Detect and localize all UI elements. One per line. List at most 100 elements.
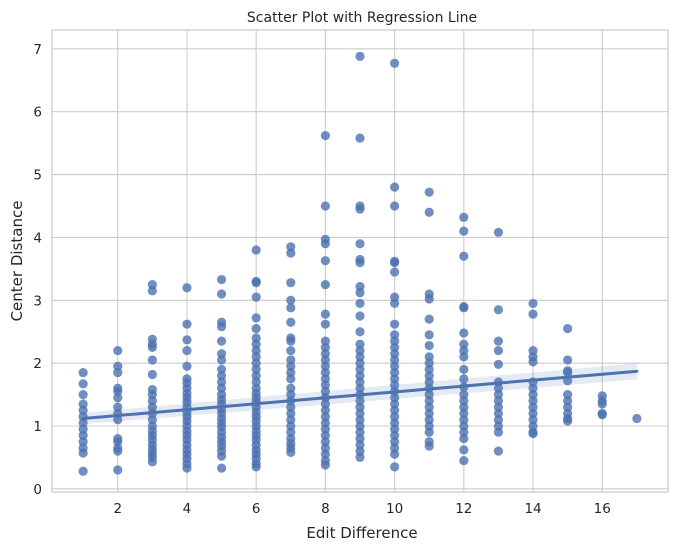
data-point: [563, 367, 573, 378]
data-point: [355, 440, 365, 450]
data-point: [251, 278, 261, 288]
data-point: [216, 274, 227, 285]
data-point: [113, 446, 123, 456]
data-point: [147, 279, 157, 290]
data-point: [528, 396, 538, 406]
data-point: [493, 227, 504, 237]
data-point: [355, 446, 365, 456]
data-point: [320, 319, 330, 329]
data-point: [78, 379, 88, 389]
data-point: [320, 279, 330, 290]
data-point: [528, 309, 538, 319]
data-point: [528, 357, 538, 367]
y-tick-label: 7: [33, 42, 42, 58]
data-point: [320, 131, 330, 141]
data-point: [286, 447, 296, 457]
data-point: [286, 389, 296, 400]
data-point: [459, 421, 469, 431]
data-point: [251, 333, 261, 343]
data-point: [320, 405, 330, 415]
data-point: [251, 245, 261, 255]
data-point: [147, 342, 157, 353]
data-point: [597, 399, 607, 409]
data-point: [390, 411, 400, 422]
data-point: [493, 427, 504, 437]
y-tick-label: 2: [33, 356, 42, 372]
data-point: [251, 371, 261, 381]
data-point: [320, 399, 330, 409]
y-tick-label: 6: [33, 105, 42, 121]
data-point: [216, 289, 227, 299]
data-point: [563, 355, 573, 365]
data-point: [424, 330, 434, 340]
data-point: [355, 257, 365, 268]
data-point: [147, 369, 157, 380]
data-point: [113, 345, 123, 356]
data-point: [459, 445, 469, 455]
data-point: [286, 278, 296, 288]
data-point: [459, 455, 469, 466]
data-point: [251, 364, 261, 375]
data-point: [320, 460, 330, 470]
x-tick-label: 16: [594, 501, 611, 517]
data-point: [459, 226, 469, 236]
data-point: [390, 374, 400, 384]
data-point: [493, 336, 504, 346]
data-point: [355, 427, 365, 437]
x-tick-label: 12: [455, 501, 472, 517]
data-point: [493, 446, 504, 456]
data-point: [320, 361, 330, 371]
data-point: [390, 462, 400, 472]
data-point: [355, 288, 365, 298]
data-point: [113, 361, 123, 371]
data-point: [216, 364, 227, 375]
x-tick-label: 8: [321, 501, 330, 517]
data-point: [563, 396, 573, 406]
data-point: [147, 402, 157, 412]
x-tick-label: 4: [183, 501, 192, 517]
data-point: [320, 374, 330, 384]
data-point: [286, 421, 296, 431]
y-tick-label: 1: [33, 419, 42, 435]
data-point: [251, 352, 261, 362]
data-point: [390, 292, 400, 302]
data-point: [216, 371, 227, 381]
data-point: [493, 383, 504, 393]
data-point: [286, 242, 296, 252]
data-point: [113, 402, 123, 412]
data-point: [320, 336, 330, 346]
data-point: [286, 355, 296, 365]
x-tick-label: 6: [252, 501, 261, 517]
data-point: [493, 408, 504, 419]
y-tick-label: 0: [33, 482, 42, 498]
data-point: [390, 298, 400, 309]
data-point: [355, 396, 365, 406]
data-point: [459, 212, 469, 222]
data-point: [493, 396, 504, 406]
data-point: [355, 311, 365, 321]
data-point: [320, 424, 330, 434]
data-point: [424, 187, 434, 197]
data-point: [355, 339, 365, 349]
y-tick-labels: 0 1 2 3 4 5 6 7: [33, 42, 42, 498]
data-point: [147, 457, 157, 467]
data-point: [563, 389, 573, 400]
data-point: [113, 386, 123, 397]
data-point: [286, 408, 296, 419]
data-point: [424, 314, 434, 324]
data-point: [390, 355, 400, 365]
data-point: [355, 377, 365, 387]
data-point: [78, 367, 88, 378]
data-point: [286, 367, 296, 378]
data-point: [286, 374, 296, 384]
data-point: [182, 283, 192, 293]
data-point: [390, 349, 400, 359]
data-point: [78, 424, 88, 434]
data-point: [286, 427, 296, 437]
data-point: [251, 292, 261, 302]
data-point: [113, 465, 123, 475]
data-point: [493, 345, 504, 356]
data-point: [424, 415, 434, 425]
data-point: [424, 358, 434, 368]
data-point: [355, 421, 365, 431]
